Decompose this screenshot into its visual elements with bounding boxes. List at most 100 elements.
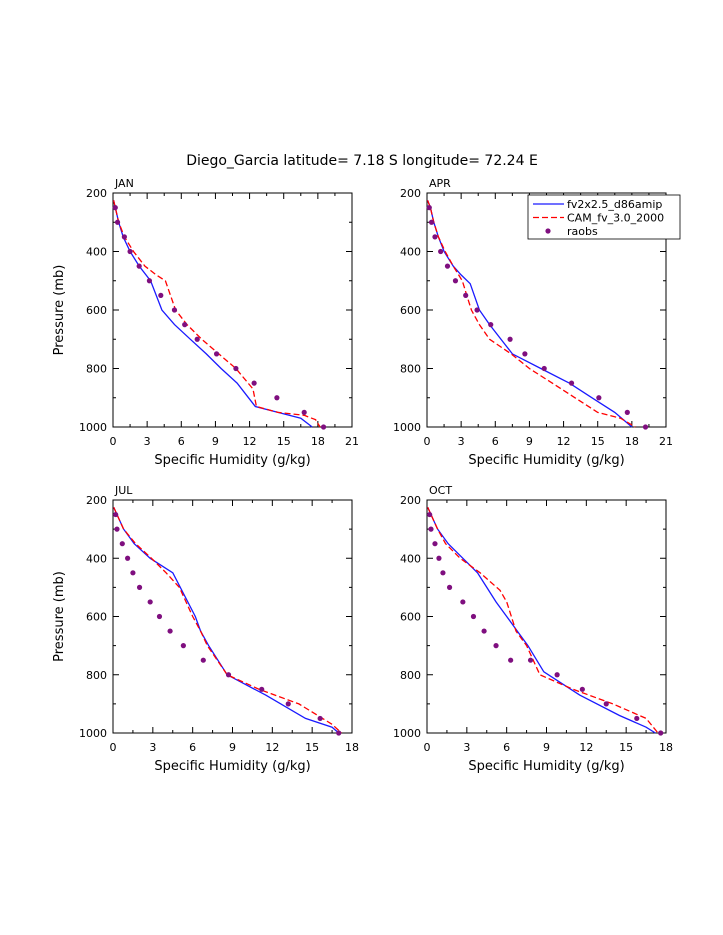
raobs-point xyxy=(474,307,480,313)
x-tick-label: 15 xyxy=(277,435,291,448)
x-tick-label: 3 xyxy=(458,435,465,448)
panel-title: JUL xyxy=(114,484,133,497)
x-tick-label: 3 xyxy=(463,741,470,754)
x-tick-label: 21 xyxy=(345,435,359,448)
series-fv2x2-5-d86amip-line xyxy=(427,507,656,734)
raobs-point xyxy=(541,365,547,372)
y-tick-label: 800 xyxy=(86,669,107,682)
raobs-point xyxy=(194,336,200,342)
panel-title: OCT xyxy=(429,484,452,497)
raobs-point xyxy=(285,701,291,707)
x-tick-label: 21 xyxy=(659,435,673,448)
raobs-point xyxy=(147,599,153,605)
series-fv2x2-5-d86amip-line xyxy=(112,200,313,428)
y-tick-label: 1000 xyxy=(393,727,421,740)
raobs-point xyxy=(438,248,444,255)
raobs-point xyxy=(200,657,206,663)
raobs-point xyxy=(624,409,630,415)
x-tick-label: 12 xyxy=(265,741,279,754)
raobs-point xyxy=(493,643,499,649)
raobs-point xyxy=(119,541,125,547)
panel-jan: 0 3 6 9 12 15 18 21 200 400 600 800 1000 JAN Specific … xyxy=(52,177,359,468)
series-cam-fv-3-0-2000-line xyxy=(426,200,636,428)
raobs-point xyxy=(213,351,220,357)
x-tick-label: 6 xyxy=(503,741,510,754)
legend-label: fv2x2.5_d86amip xyxy=(567,198,662,211)
y-axis-label: Pressure (mb) xyxy=(52,265,67,356)
y-tick-label: 400 xyxy=(400,552,421,565)
y-tick-label: 600 xyxy=(400,611,421,624)
legend-item: CAM_fv_3.0_2000 xyxy=(533,212,664,225)
raobs-point xyxy=(125,555,131,561)
x-tick-label: 0 xyxy=(110,741,117,754)
raobs-point xyxy=(182,322,188,328)
raobs-point xyxy=(428,526,434,532)
x-tick-label: 9 xyxy=(229,741,236,754)
legend-label: CAM_fv_3.0_2000 xyxy=(567,212,664,225)
plot-frame xyxy=(112,499,353,734)
y-tick-label: 800 xyxy=(400,363,421,376)
raobs-point xyxy=(233,365,239,372)
panels: 0 3 6 9 12 15 18 212004006008001000JANSpecific … xyxy=(52,177,673,774)
raobs-point xyxy=(180,643,186,649)
raobs-point xyxy=(259,686,265,692)
x-tick-label: 15 xyxy=(591,435,605,448)
x-tick-label: 0 xyxy=(424,741,431,754)
raobs-point xyxy=(113,511,119,518)
raobs-point xyxy=(432,234,438,240)
raobs-point xyxy=(336,730,342,736)
plot-frame xyxy=(112,192,353,428)
y-tick-label: 800 xyxy=(400,669,421,682)
x-tick-label: 6 xyxy=(178,435,185,448)
y-tick-label: 600 xyxy=(400,304,421,317)
x-tick-label: 18 xyxy=(311,435,325,448)
series-cam-fv-3-0-2000-line xyxy=(112,200,321,428)
raobs-point xyxy=(642,424,649,430)
raobs-point xyxy=(146,278,153,284)
x-tick-label: 0 xyxy=(110,435,117,448)
series-cam-fv-3-0-2000-line xyxy=(427,507,659,734)
raobs-point xyxy=(130,570,136,576)
y-tick-label: 1000 xyxy=(79,727,107,740)
raobs-point xyxy=(463,292,469,298)
raobs-point xyxy=(579,686,585,692)
legend-item: raobs xyxy=(545,225,598,238)
raobs-point xyxy=(251,380,257,386)
legend-label: raobs xyxy=(567,225,598,238)
raobs-point xyxy=(114,219,121,225)
raobs-point xyxy=(136,584,143,590)
raobs-point xyxy=(320,424,327,430)
plot-frame xyxy=(426,499,667,734)
x-tick-label: 6 xyxy=(492,435,499,448)
raobs-point xyxy=(167,628,173,634)
x-tick-label: 12 xyxy=(243,435,257,448)
x-tick-label: 18 xyxy=(345,741,359,754)
raobs-point xyxy=(568,380,575,386)
raobs-point xyxy=(274,395,280,401)
raobs-point xyxy=(136,263,142,269)
x-tick-label: 12 xyxy=(579,741,593,754)
raobs-point xyxy=(554,672,560,678)
raobs-point xyxy=(481,628,487,634)
raobs-point xyxy=(452,278,459,284)
x-axis-label: Specific Humidity (g/kg) xyxy=(154,453,310,468)
x-tick-label: 9 xyxy=(526,435,533,448)
x-tick-label: 12 xyxy=(557,435,571,448)
raobs-point xyxy=(507,336,513,342)
y-tick-label: 200 xyxy=(86,494,107,507)
x-tick-label: 3 xyxy=(144,435,151,448)
raobs-point xyxy=(127,248,133,255)
x-tick-label: 9 xyxy=(212,435,219,448)
panel-jul: 0 3 6 9 12 15 18 200 400 600 800 1000 JUL Specific Hu… xyxy=(52,484,359,774)
legend-marker xyxy=(545,228,551,234)
x-tick-label: 15 xyxy=(619,741,633,754)
raobs-point xyxy=(658,730,664,736)
y-tick-label: 200 xyxy=(86,187,107,200)
x-tick-label: 15 xyxy=(305,741,319,754)
raobs-point xyxy=(488,322,494,328)
x-axis-label: Specific Humidity (g/kg) xyxy=(468,453,624,468)
raobs-point xyxy=(225,672,232,678)
y-tick-label: 400 xyxy=(86,552,107,565)
